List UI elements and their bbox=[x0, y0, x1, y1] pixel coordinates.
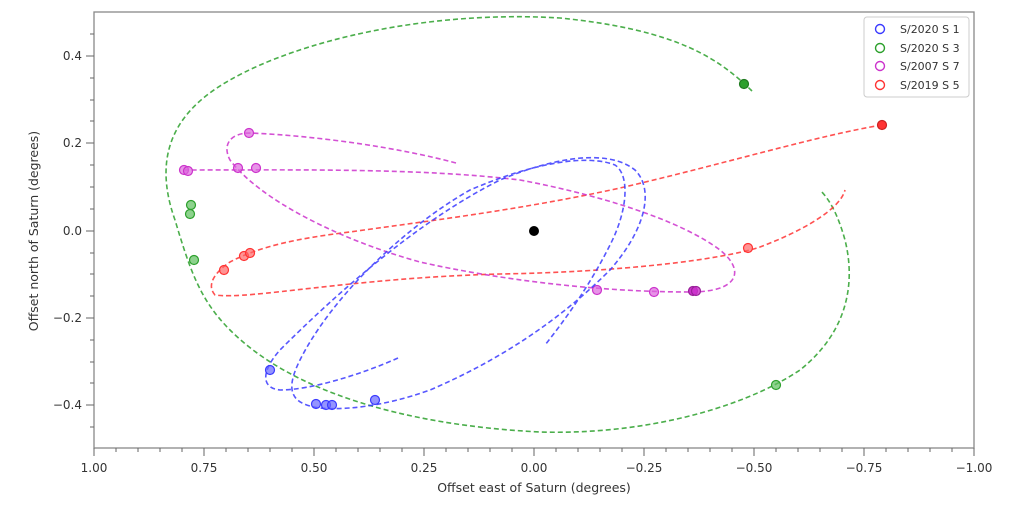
series-s2020-s1 bbox=[264, 156, 646, 411]
y-axis-label: Offset north of Saturn (degrees) bbox=[26, 131, 41, 331]
x-tick-label: −0.25 bbox=[626, 461, 663, 475]
legend-marker-icon bbox=[874, 79, 886, 91]
legend-label: S/2019 S 5 bbox=[900, 79, 960, 92]
y-tick-label: 0.0 bbox=[63, 224, 82, 238]
legend: S/2020 S 1 S/2020 S 3 S/2007 S 7 S/2019 … bbox=[863, 16, 970, 98]
x-tick-labels: 1.00 0.75 0.50 0.25 0.00 −0.25 −0.50 −0.… bbox=[81, 461, 993, 475]
y-tick-label: −0.4 bbox=[53, 398, 82, 412]
x-axis bbox=[93, 448, 975, 456]
series-s2020-s3 bbox=[165, 15, 850, 434]
y-tick-label: 0.2 bbox=[63, 136, 82, 150]
y-tick-labels: 0.4 0.2 0.0 −0.2 −0.4 bbox=[53, 49, 82, 412]
x-axis-label: Offset east of Saturn (degrees) bbox=[437, 480, 631, 495]
legend-marker-icon bbox=[874, 42, 886, 54]
legend-marker-icon bbox=[874, 23, 886, 35]
x-tick-label: −0.75 bbox=[846, 461, 883, 475]
x-tick-label: −0.50 bbox=[736, 461, 773, 475]
legend-item-s2007-s7: S/2007 S 7 bbox=[874, 60, 960, 73]
legend-item-s2020-s1: S/2020 S 1 bbox=[874, 23, 960, 36]
y-tick-label: −0.2 bbox=[53, 311, 82, 325]
legend-item-s2020-s3: S/2020 S 3 bbox=[874, 42, 960, 55]
legend-marker-icon bbox=[874, 60, 886, 72]
y-tick-label: 0.4 bbox=[63, 49, 82, 63]
x-tick-label: 0.75 bbox=[191, 461, 218, 475]
x-tick-label: −1.00 bbox=[956, 461, 993, 475]
legend-label: S/2020 S 3 bbox=[900, 42, 960, 55]
saturn-marker bbox=[529, 226, 539, 236]
legend-label: S/2020 S 1 bbox=[900, 23, 960, 36]
legend-label: S/2007 S 7 bbox=[900, 60, 960, 73]
legend-item-s2019-s5: S/2019 S 5 bbox=[874, 79, 960, 92]
x-tick-label: 1.00 bbox=[81, 461, 108, 475]
x-tick-label: 0.25 bbox=[411, 461, 438, 475]
y-axis bbox=[86, 33, 94, 428]
x-tick-label: 0.50 bbox=[301, 461, 328, 475]
series-s2019-s5 bbox=[210, 119, 888, 297]
x-tick-label: 0.00 bbox=[521, 461, 548, 475]
